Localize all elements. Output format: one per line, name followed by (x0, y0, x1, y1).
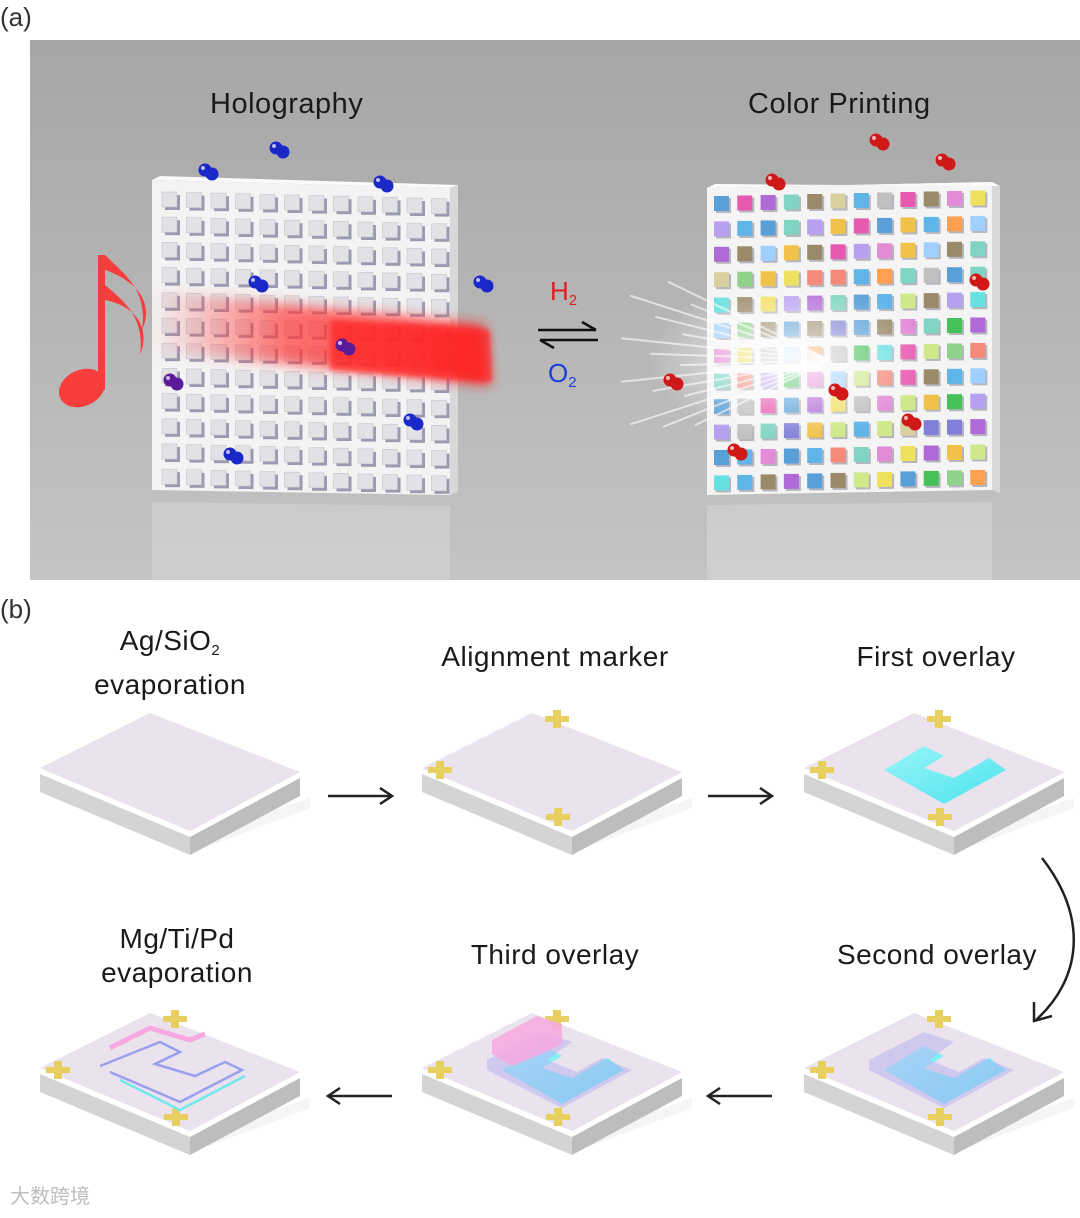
panel-a-label: (a) (0, 2, 32, 32)
holography-title: Holography (210, 88, 364, 120)
o2-label: O2 (548, 358, 577, 391)
h2-label: H2 (550, 276, 578, 309)
process-flow-diagram (40, 710, 1075, 1155)
arrow-step1-to-step2 (328, 786, 395, 806)
color-printing-title: Color Printing (748, 88, 931, 120)
music-note-icon (58, 255, 147, 408)
color-printing-reflection (707, 502, 992, 580)
arrow-step4-to-step5 (705, 1086, 772, 1106)
step4-label: Second overlay (836, 939, 1037, 970)
holography-reflection (152, 502, 450, 580)
step6-label: Mg/Ti/Pd evaporation (101, 923, 253, 988)
white-light-glow (621, 280, 930, 440)
panel-a-scene (30, 40, 1080, 580)
laser-beam (150, 290, 492, 385)
watermark-text: 大数跨境 (10, 1186, 90, 1208)
step3-label: First overlay (856, 641, 1016, 672)
step5-label: Third overlay (470, 939, 640, 970)
panel-b-process-flow: Ag/SiO2 evaporation Alignment marker Fir… (0, 600, 1080, 1213)
panel-b-label: (b) (0, 594, 32, 624)
step1-label: Ag/SiO2 evaporation (94, 625, 246, 700)
reversible-reaction-arrows (538, 320, 598, 350)
arrow-step2-to-step3 (708, 786, 775, 806)
arrow-step3-to-step4 (1032, 857, 1075, 1023)
step2-label: Alignment marker (441, 641, 669, 672)
process-arrows (325, 786, 1075, 1106)
arrow-step5-to-step6 (325, 1086, 392, 1106)
panel-a-illustration: Holography Color Printing H2 O2 (30, 40, 1080, 580)
